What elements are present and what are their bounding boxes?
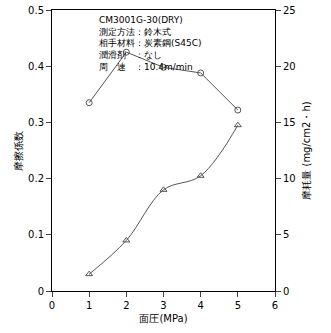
svg-text:10: 10: [283, 173, 296, 184]
svg-text:25: 25: [283, 5, 296, 16]
svg-text:0.4: 0.4: [28, 61, 44, 72]
svg-text:5: 5: [235, 300, 241, 311]
svg-text:5: 5: [283, 229, 289, 240]
svg-text:面圧(MPa): 面圧(MPa): [139, 313, 187, 324]
svg-text:20: 20: [283, 61, 296, 72]
svg-text:0: 0: [38, 286, 44, 297]
svg-text:2: 2: [123, 300, 129, 311]
svg-text:6: 6: [272, 300, 278, 311]
svg-text:0.1: 0.1: [28, 229, 44, 240]
svg-text:0.3: 0.3: [28, 117, 44, 128]
svg-text:0: 0: [283, 286, 289, 297]
svg-text:1: 1: [86, 300, 92, 311]
svg-text:0.2: 0.2: [28, 173, 44, 184]
svg-text:15: 15: [283, 117, 296, 128]
svg-text:摩擦係数: 摩擦係数: [13, 131, 24, 171]
svg-text:0.5: 0.5: [28, 5, 44, 16]
svg-text:0: 0: [49, 300, 55, 311]
svg-text:4: 4: [197, 300, 203, 311]
svg-text:CM3001G-30(DRY)測定方法：鈴木式相手材料：炭素: CM3001G-30(DRY)測定方法：鈴木式相手材料：炭素鋼(S45C)潤滑剤…: [99, 15, 201, 72]
svg-text:3: 3: [160, 300, 166, 311]
svg-text:摩耗量 (mg/cm2・h): 摩耗量 (mg/cm2・h): [301, 101, 312, 199]
